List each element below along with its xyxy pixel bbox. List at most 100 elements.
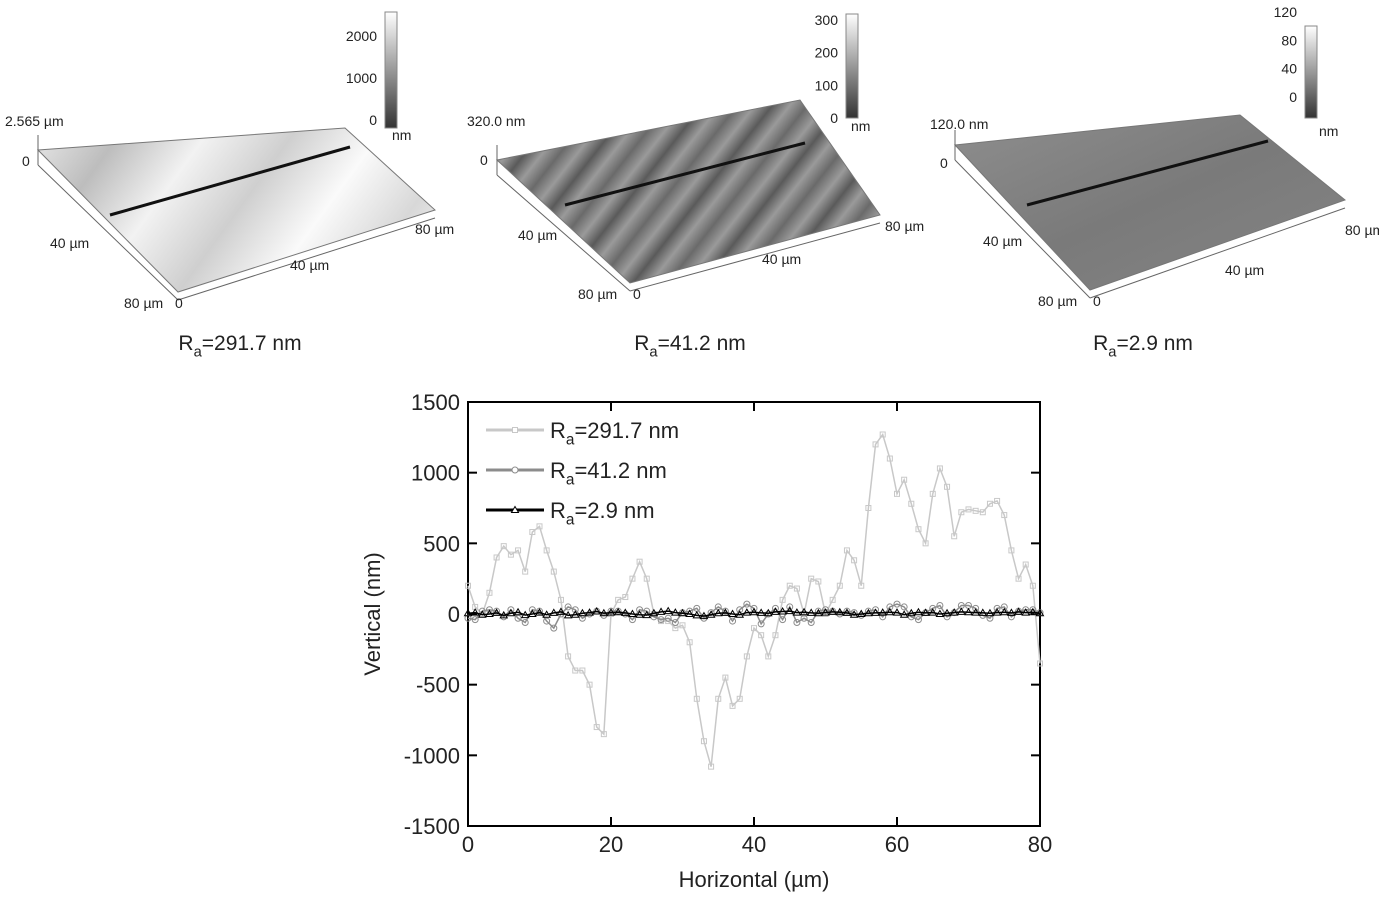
afm-axis-label: 40 µm [762,251,801,267]
marker [743,600,751,608]
marker [858,582,865,589]
marker [792,608,802,616]
marker [643,607,651,615]
afm-axis-label: 80 µm [1345,222,1379,238]
marker [763,608,773,617]
marker [1001,512,1008,519]
marker [958,509,965,516]
marker [700,738,707,745]
x-tick-label: 20 [599,832,623,857]
marker [807,618,815,626]
marker [699,611,709,620]
marker [485,606,493,614]
marker [899,610,909,618]
marker [1008,547,1015,554]
legend-label: Ra=291.7 nm [550,418,679,449]
afm-axis-label: 0 [1093,293,1101,309]
marker [643,575,650,582]
ra-caption-rest: =41.2 nm [658,332,746,355]
marker [779,596,786,603]
ra-caption-rest: =2.9 nm [1116,332,1192,355]
colorbar-label: 0 [830,110,838,126]
y-tick-label: 0 [448,602,460,627]
x-tick-label: 60 [885,832,909,857]
marker [849,610,859,618]
marker [964,607,973,616]
colorbar-label: 0 [1289,89,1297,105]
marker [578,614,586,622]
marker [779,616,787,624]
marker [692,610,702,619]
marker [492,608,501,616]
axis-line [496,174,631,292]
marker [670,608,680,616]
marker [894,490,900,497]
marker [992,608,1002,616]
marker [615,596,622,603]
marker [599,608,609,617]
marker [486,589,493,596]
marker [613,607,623,616]
marker [586,681,593,688]
afm-axis-label: 40 µm [50,235,89,251]
marker [722,674,729,681]
marker [814,607,822,615]
marker [535,608,544,616]
marker [600,731,607,738]
marker [543,617,551,625]
marker [978,608,988,616]
marker [758,632,765,639]
legend-label-sub: a [566,512,575,529]
marker [929,490,936,497]
legend-label-rest: =41.2 nm [574,458,666,483]
marker [993,604,1001,612]
marker [750,604,758,612]
ra-caption-base: R [178,332,193,355]
marker [999,607,1009,616]
marker [728,609,737,617]
marker [878,608,888,616]
marker [592,606,602,615]
marker [470,608,480,616]
marker [757,620,765,628]
profile-line [109,145,351,217]
x-axis-title: Horizontal (µm) [679,867,830,892]
afm-axis-label: 320.0 nm [467,113,525,129]
marker [721,607,729,615]
afm-axis-label: 80 µm [885,218,924,234]
marker [706,610,716,618]
colorbar-unit: nm [392,127,411,143]
afm-axis-label: 0 [480,152,488,168]
marker [1015,575,1022,582]
marker [936,602,944,610]
marker [949,608,959,616]
legend-label-sub: a [566,472,575,489]
marker [506,608,516,617]
marker [778,606,787,615]
marker [856,609,866,617]
marker [463,608,473,617]
marker [671,618,679,626]
marker [915,526,922,533]
y-axis-title: Vertical (nm) [360,552,385,675]
marker [815,578,822,585]
legend-label: Ra=41.2 nm [550,458,667,489]
y-tick-label: 1500 [411,390,460,415]
marker [529,529,536,536]
colorbar-label: 300 [815,12,839,28]
marker [578,608,587,617]
colorbar-label: 0 [369,112,377,128]
marker [686,639,693,646]
marker [685,609,695,617]
y-tick-label: -500 [416,673,460,698]
marker [593,724,600,731]
marker [1029,582,1036,589]
marker [951,533,958,540]
marker [1000,603,1008,611]
y-tick-label: 1000 [411,461,460,486]
colorbar-unit: nm [851,118,870,134]
afm-surface [36,127,436,293]
marker [721,608,730,616]
afm-axis-label: 2.565 µm [5,113,64,129]
marker [900,603,908,611]
